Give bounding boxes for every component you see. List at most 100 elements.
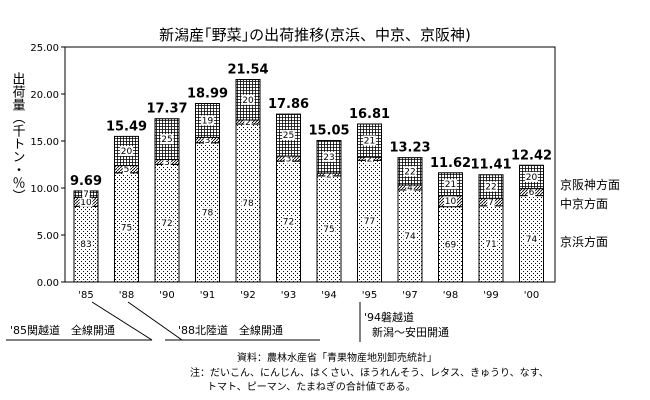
x-tick-label: '00 xyxy=(524,290,539,301)
percent-label-keihanshin: 21 xyxy=(364,137,375,147)
percent-label-bg xyxy=(282,130,295,141)
y-axis-title: 出荷量（千トン・％） xyxy=(10,72,26,202)
percent-label-bg xyxy=(403,166,417,177)
percent-label-keihanshin: 20 xyxy=(526,173,538,183)
note-88-text: '88北陸道 全線開通 xyxy=(178,323,283,337)
note-94: '94磐越道 新潟～安田開通 xyxy=(359,302,449,342)
percent-label-bg xyxy=(201,207,214,218)
percent-label-bg xyxy=(244,117,252,128)
percent-label-bg xyxy=(406,182,414,193)
percent-label-bg xyxy=(322,151,336,162)
percent-label-chukyo: 10 xyxy=(80,198,92,208)
y-tick-label: 20.00 xyxy=(30,90,59,101)
percent-label-chukyo: 3 xyxy=(205,136,211,146)
percent-label-keihanshin: 25 xyxy=(161,135,172,145)
y-tick-label: 25.00 xyxy=(30,43,59,54)
percent-label-bg xyxy=(444,179,457,190)
bar-total-label: 12.42 xyxy=(511,148,552,163)
note-94-text-line2: 新潟～安田開通 xyxy=(372,325,449,339)
percent-label-chukyo: 3 xyxy=(286,155,292,165)
percent-label-bg xyxy=(363,216,376,227)
x-tick-label: '90 xyxy=(159,290,174,301)
percent-label-bg xyxy=(363,135,376,146)
y-axis: 0.00 5.00 10.00 15.00 20.00 25.00 xyxy=(30,43,65,289)
bar-total-label: 21.54 xyxy=(227,63,268,78)
percent-label-keihin: 75 xyxy=(323,225,334,235)
percent-label-keihanshin: 20 xyxy=(242,96,254,106)
percent-label-keihin: 72 xyxy=(283,218,294,228)
bar-group: 77 2 21 16.81 xyxy=(349,107,390,283)
bar-total-label: 18.99 xyxy=(187,86,228,101)
percent-label-bg xyxy=(201,115,214,126)
percent-label-keihanshin: 23 xyxy=(323,153,334,163)
plot-area xyxy=(64,46,556,283)
bar-total-label: 17.37 xyxy=(146,102,187,117)
bar-total-label: 15.05 xyxy=(308,124,349,139)
percent-label-bg xyxy=(282,216,295,227)
plot-frame xyxy=(64,46,556,283)
percent-label-keihin: 77 xyxy=(364,217,375,227)
percent-label-bg xyxy=(484,181,498,192)
bar-group: 69 10 21 11.62 xyxy=(430,156,471,283)
source-line-3: トマト、ピーマン、たまねぎの合計値である。 xyxy=(207,380,416,393)
percent-label-keihanshin: 19 xyxy=(202,116,214,126)
bar-group: 71 7 22 11.41 xyxy=(470,158,512,283)
x-tick-label: '94 xyxy=(321,290,336,301)
percent-label-bg xyxy=(525,233,538,244)
percent-label-chukyo: 3 xyxy=(164,158,170,168)
x-tick-label: '92 xyxy=(240,290,255,301)
percent-label-bg xyxy=(325,169,333,180)
percent-label-keihin: 74 xyxy=(526,235,538,245)
x-tick-label: '97 xyxy=(402,290,417,301)
x-tick-label: '98 xyxy=(443,290,458,301)
percent-label-chukyo: 6 xyxy=(529,188,535,198)
note-88: '88北陸道 全線開通 xyxy=(127,301,320,341)
percent-label-keihin: 71 xyxy=(485,240,496,250)
percent-label-bg xyxy=(527,187,536,198)
percent-label-bg xyxy=(403,230,417,241)
bar-group: 74 6 20 12.42 xyxy=(511,148,552,283)
percent-label-keihanshin: 21 xyxy=(445,180,456,190)
bar-group: 75 5 20 15.49 xyxy=(106,119,147,283)
percent-label-bg xyxy=(365,153,374,164)
bar-total-label: 15.49 xyxy=(106,119,147,134)
percent-label-keihanshin: 7 xyxy=(83,190,89,200)
bar-group: 75 2 23 15.05 xyxy=(308,124,350,283)
percent-label-keihin: 78 xyxy=(242,199,254,209)
y-tick-label: 5.00 xyxy=(37,231,59,242)
percent-label-keihanshin: 22 xyxy=(404,167,415,177)
legend-label-keihin: 京浜方面 xyxy=(560,234,608,249)
y-tick-label: 10.00 xyxy=(30,184,59,195)
percent-label-bg xyxy=(160,218,174,229)
percent-label-bg xyxy=(444,239,457,250)
percent-label-chukyo: 2 xyxy=(326,170,332,180)
percent-label-bg xyxy=(82,189,90,200)
percent-label-chukyo: 7 xyxy=(488,198,494,208)
legend-label-chukyo: 中京方面 xyxy=(560,196,608,211)
percent-label-chukyo: 5 xyxy=(124,165,130,175)
percent-label-bg xyxy=(484,238,498,249)
percent-label-keihin: 74 xyxy=(404,232,416,242)
percent-label-bg xyxy=(203,135,212,146)
percent-label-keihin: 78 xyxy=(202,208,214,218)
note-94-text-line1: '94磐越道 xyxy=(364,310,414,324)
bar-total-label: 13.23 xyxy=(389,141,430,156)
percent-label-keihanshin: 22 xyxy=(485,183,496,193)
x-tick-label: '88 xyxy=(119,290,134,301)
bar-group: 72 3 25 17.86 xyxy=(268,97,309,283)
x-tick-label: '99 xyxy=(483,290,498,301)
bar-group: 78 3 19 18.99 xyxy=(187,86,228,283)
bars: 831079.697552015.497232517.377831918.997… xyxy=(70,63,552,283)
percent-label-bg xyxy=(241,198,255,209)
percent-label-keihin: 75 xyxy=(121,223,132,233)
percent-label-keihin: 69 xyxy=(445,240,457,250)
y-tick-label: 15.00 xyxy=(30,137,59,148)
percent-label-chukyo: 2 xyxy=(245,118,251,128)
bar-group: 78 2 20 21.54 xyxy=(227,63,269,283)
percent-label-keihanshin: 25 xyxy=(283,131,294,141)
legend-label-keihanshin: 京阪神方面 xyxy=(560,177,620,192)
y-tick-label: 0.00 xyxy=(37,278,59,289)
x-tick-label: '91 xyxy=(200,290,215,301)
percent-label-bg xyxy=(160,134,174,145)
bar-group: 74 4 22 13.23 xyxy=(389,141,431,283)
